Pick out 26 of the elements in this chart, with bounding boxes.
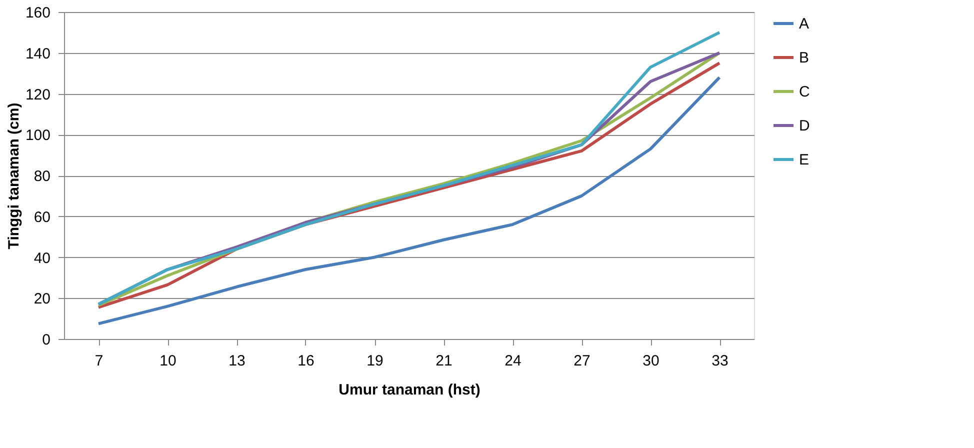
x-tick-label: 19 (366, 352, 384, 370)
y-tick-label: 0 (42, 332, 50, 348)
x-tick-label: 13 (228, 352, 246, 370)
y-tick-label: 20 (34, 290, 50, 308)
x-axis-title: Umur tanaman (hst) (338, 382, 480, 398)
legend-label: E (799, 152, 810, 168)
x-tick-label: 21 (436, 352, 452, 370)
x-tick-label: 16 (298, 352, 314, 370)
y-axis-title: Tinggi tanaman (cm) (5, 102, 22, 250)
x-tick-label: 33 (712, 352, 728, 370)
y-tick-label: 140 (25, 45, 50, 62)
x-tick-label: 27 (574, 352, 590, 370)
y-tick-label: 160 (25, 4, 50, 22)
x-tick-label: 10 (160, 352, 176, 370)
y-tick-label: 40 (34, 250, 50, 267)
legend-label: D (799, 118, 810, 134)
y-tick-label: 100 (25, 127, 50, 144)
legend-label: C (799, 84, 810, 100)
x-tick-label: 24 (504, 352, 522, 370)
y-tick-label: 80 (34, 168, 50, 185)
y-tick-label: 120 (25, 86, 50, 104)
x-tick-label: 30 (642, 352, 660, 370)
y-tick-label: 60 (34, 208, 50, 226)
x-tick-label: 7 (94, 352, 104, 370)
legend-label: A (799, 16, 810, 32)
legend-label: B (799, 50, 810, 66)
